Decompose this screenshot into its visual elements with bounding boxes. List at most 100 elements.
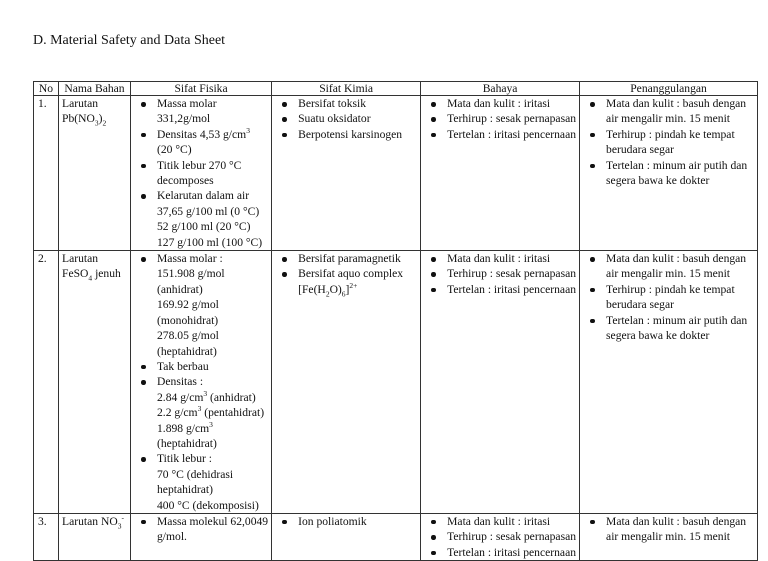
text-line: 278.05 g/mol [157,329,219,343]
header-sifat-fisika: Sifat Fisika [129,81,273,96]
list-item: Mata dan kulit : iritasi [424,96,576,111]
text-line: Kelarutan dalam air [157,189,250,203]
fisika-list: Massa molar 331,2g/mol Densitas 4,53 g/cm3… [134,96,268,250]
list-item: Kelarutan dalam air 37,65 g/100 ml (0 °C)… [134,188,268,250]
text-line: 37,65 g/100 ml (0 °C) [157,204,260,218]
text-line: (heptahidrat) [157,344,217,358]
text-line: Bersifat toksik [298,97,367,110]
subscript: 3 [94,118,99,128]
text-line: heptahidrat) [157,483,214,497]
bahaya-list: Mata dan kulit : iritasi Terhirup : sesak… [424,96,576,142]
cell-fisika: Massa molar 331,2g/mol Densitas 4,53 g/cm3… [129,94,273,252]
text-line: Mata dan kulit : iritasi [447,252,551,266]
list-item: Bersifat toksik [275,96,417,111]
penanggulangan-list: Mata dan kulit : basuh dengan air mengali… [583,251,754,343]
list-item: Bersifat aquo complex [Fe(H2O)6]2+ [275,266,417,297]
header-no: No [33,81,59,96]
text-line: 1.898 g/cm3 [157,419,213,435]
text-line: air mengalir min. 15 menit [606,112,731,126]
cell-no: 1. [33,94,59,252]
text-line: 127 g/100 ml (100 °C) [157,235,263,249]
list-item: Terhirup : pindah ke tempat berudara sega… [583,127,754,158]
text-line: Mata dan kulit : iritasi [447,97,551,110]
list-item: Tertelan : minum air putih dan segera baw… [583,313,754,344]
text-line: Terhirup : pindah ke tempat [606,282,735,296]
text-line: [Fe(H2O)6]2+ [298,281,358,299]
cell-fisika: Massa molekul 62,0049 g/mol. [129,512,273,561]
list-item: Densitas :2.84 g/cm3 (anhidrat) 2.2 g/cm3… [134,374,268,451]
subscript: 3 [117,521,122,531]
list-item: Densitas 4,53 g/cm3 (20 °C) [134,127,268,158]
list-item: Mata dan kulit : basuh dengan air mengali… [583,96,754,127]
text-line: 400 °C (dekomposisi) [157,498,259,512]
text-line: Mata dan kulit : iritasi [447,514,551,528]
text-line: Tak berbau [157,359,209,373]
fisika-list: Massa molar :151.908 g/mol (anhidrat) 169.… [134,251,268,513]
list-item: Massa molekul 62,0049 g/mol. [134,514,268,545]
subscript: 2 [102,118,107,128]
text-line: 151.908 g/mol [157,267,225,281]
text-line: Terhirup : sesak pernapasan [447,267,577,281]
text-line: Pb(NO3)2 [62,112,107,128]
text-line: g/mol. [157,530,187,544]
kimia-list: Ion poliatomik [275,514,417,529]
text-line: Mata dan kulit : basuh dengan [606,514,747,528]
text-line: Massa molar [157,97,217,110]
text-line: (anhidrat) [157,282,203,296]
cell-bahaya: Mata dan kulit : iritasi Terhirup : sesak… [420,250,581,514]
list-item: Tertelan : iritasi pencernaan [424,545,576,560]
list-item: Massa molar 331,2g/mol [134,96,268,127]
list-item: Ion poliatomik [275,514,417,529]
text-line: Berpotensi karsinogen [298,127,403,141]
text-line: Terhirup : sesak pernapasan [447,530,577,544]
superscript: 3 [203,388,208,398]
table-row: 1. Larutan Pb(NO3)2 Massa molar 331,2g/mol De… [33,94,759,252]
text-line: Tertelan : iritasi pencernaan [447,545,577,559]
list-item: Tertelan : minum air putih dan segera baw… [583,158,754,189]
text-line: 169.92 g/mol [157,298,219,312]
text-line: Tertelan : iritasi pencernaan [447,127,577,141]
text-line: Massa molekul 62,0049 [157,514,269,528]
list-item: Berpotensi karsinogen [275,127,417,142]
text-line: Larutan NO3- [62,513,124,531]
text-line: Bersifat aquo complex [298,267,404,281]
header-penanggulangan: Penanggulangan [579,81,759,96]
list-item: Tertelan : iritasi pencernaan [424,282,576,297]
cell-nama-bahan: Larutan NO3- [58,512,131,561]
text-line: 70 °C (dehidrasi [157,467,234,481]
cell-kimia: Bersifat toksik Suatu oksidator Berpotensi… [271,94,422,252]
text-line: air mengalir min. 15 menit [606,530,731,544]
superscript: 3 [246,125,250,135]
text-line: berudara segar [606,298,674,312]
list-item: Terhirup : sesak pernapasan [424,266,576,281]
text-line: (20 °C) [157,143,192,157]
text-line: Larutan [62,97,99,110]
list-item: Titik lebur 270 °C decomposes [134,158,268,189]
text-line: segera bawa ke dokter [606,329,710,343]
list-item: Tertelan : iritasi pencernaan [424,127,576,142]
fisika-list: Massa molekul 62,0049 g/mol. [134,514,268,545]
text-line: 2.84 g/cm3 (anhidrat) [157,388,256,404]
cell-nama-bahan: Larutan FeSO4 jenuh [58,250,131,514]
text-line: Mata dan kulit : basuh dengan [606,252,747,266]
list-item: Mata dan kulit : iritasi [424,514,576,529]
kimia-list: Bersifat paramagnetik Bersifat aquo compl… [275,251,417,297]
text-line: Mata dan kulit : basuh dengan [606,97,747,110]
cell-kimia: Bersifat paramagnetik Bersifat aquo compl… [271,250,422,514]
cell-no: 3. [33,512,59,561]
superscript: 2+ [349,281,358,291]
text-line: Massa molar : [157,252,223,266]
text-line: 331,2g/mol [157,112,211,126]
text-line: Titik lebur 270 °C [157,158,242,172]
list-item: Terhirup : pindah ke tempat berudara sega… [583,282,754,313]
list-item: Massa molar :151.908 g/mol (anhidrat) 169.… [134,251,268,359]
section-title: D. Material Safety and Data Sheet [33,33,226,48]
cell-bahaya: Mata dan kulit : iritasi Terhirup : sesak… [420,512,581,561]
penanggulangan-list: Mata dan kulit : basuh dengan air mengali… [583,514,754,545]
subscript: 2 [325,289,330,299]
kimia-list: Bersifat toksik Suatu oksidator Berpotensi… [275,96,417,142]
text-line: 52 g/100 ml (20 °C) [157,220,251,234]
text-line: Terhirup : pindah ke tempat [606,127,735,141]
table-row: 2. Larutan FeSO4 jenuh Massa molar :151.908… [33,250,759,514]
cell-penanggulangan: Mata dan kulit : basuh dengan air mengali… [579,94,759,252]
